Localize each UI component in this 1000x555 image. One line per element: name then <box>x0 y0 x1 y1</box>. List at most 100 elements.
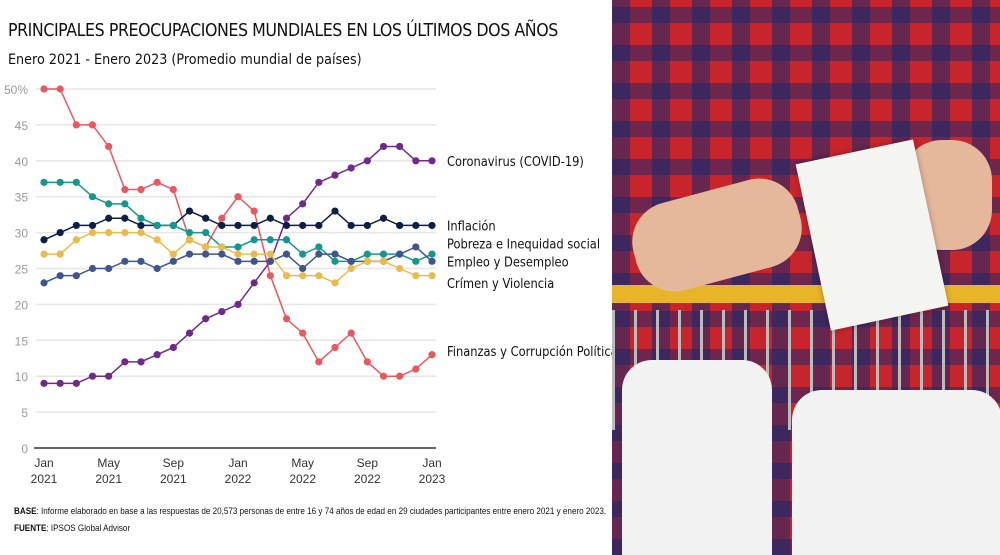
data-point <box>153 178 161 186</box>
data-point <box>218 250 226 258</box>
data-point <box>234 300 242 308</box>
data-point <box>202 315 210 323</box>
data-point <box>428 272 436 280</box>
data-point <box>137 229 145 237</box>
data-point <box>88 121 97 129</box>
data-point <box>105 200 113 208</box>
data-point <box>379 372 388 380</box>
data-point <box>363 221 371 230</box>
data-point <box>363 257 371 265</box>
data-point <box>331 257 339 265</box>
data-point <box>250 250 258 258</box>
hand-left <box>623 169 811 301</box>
data-point <box>40 279 48 287</box>
data-point <box>72 178 80 186</box>
data-point <box>363 358 371 366</box>
source-text: : IPSOS Global Advisor <box>46 523 131 533</box>
data-point <box>379 142 388 151</box>
data-point <box>282 236 291 244</box>
data-point <box>266 257 274 265</box>
series-label: Inflación <box>447 217 496 233</box>
data-point <box>137 221 145 230</box>
data-point <box>234 250 242 258</box>
data-point <box>56 250 64 258</box>
data-point <box>40 250 48 258</box>
base-note: BASE: Informe elaborado en base a las re… <box>14 506 606 516</box>
data-point <box>331 171 339 179</box>
base-text: : Informe elaborado en base a las respue… <box>36 506 607 516</box>
data-point <box>250 279 258 287</box>
data-point <box>331 343 339 352</box>
data-point <box>282 221 291 230</box>
data-point <box>218 243 226 251</box>
data-point <box>299 264 307 273</box>
series-label: Finanzas y Corrupción Política <box>447 343 612 359</box>
y-tick-label: 15 <box>15 334 29 348</box>
data-point <box>282 315 291 323</box>
data-point <box>331 279 339 287</box>
data-point <box>347 221 355 230</box>
data-point <box>202 243 210 251</box>
data-point <box>363 250 371 258</box>
data-point <box>379 257 388 265</box>
data-point <box>379 250 388 258</box>
data-point <box>153 351 161 359</box>
data-point <box>40 85 48 93</box>
data-point <box>56 85 64 93</box>
source-label: FUENTE <box>14 523 47 533</box>
data-point <box>428 250 436 258</box>
data-point <box>169 250 177 258</box>
x-tick-label: May <box>291 456 314 470</box>
series-label: Pobreza e Inequidad social <box>447 235 600 251</box>
data-point <box>137 214 145 222</box>
data-point <box>202 229 210 237</box>
data-point <box>412 157 420 165</box>
y-tick-label: 45 <box>15 119 29 133</box>
line-chart: 0 5 10 15 20 25 30 35 40 45 50% Jan 2021 May 2021 Sep 20… <box>4 83 612 486</box>
data-point <box>105 264 113 273</box>
series-label: Crímen y Violencia <box>447 275 554 291</box>
data-point <box>72 379 80 387</box>
data-point <box>218 307 226 316</box>
data-point <box>282 250 291 258</box>
data-point <box>105 229 113 237</box>
data-point <box>266 214 274 222</box>
data-point <box>412 243 420 251</box>
data-point <box>105 372 113 380</box>
data-point <box>250 257 258 265</box>
data-point <box>218 214 226 222</box>
data-point <box>234 193 242 201</box>
data-point <box>72 272 80 280</box>
data-point <box>347 164 355 172</box>
x-tick-label: 2022 <box>354 472 381 486</box>
data-point <box>202 250 210 258</box>
x-tick-label: Jan <box>34 456 53 470</box>
base-label: BASE <box>14 506 37 516</box>
shopping-receipt-photo <box>612 0 1000 555</box>
data-point <box>185 229 194 237</box>
data-point <box>299 272 307 280</box>
data-point <box>40 379 48 387</box>
data-point <box>121 200 129 208</box>
data-point <box>315 250 323 258</box>
data-point <box>299 221 307 230</box>
data-point <box>282 214 291 222</box>
data-point <box>56 272 64 280</box>
plastic-bag <box>622 360 772 555</box>
y-tick-label: 10 <box>15 370 29 384</box>
data-point <box>121 214 129 222</box>
chart-title: PRINCIPALES PREOCUPACIONES MUNDIALES EN … <box>8 20 558 41</box>
data-point <box>315 221 323 230</box>
data-point <box>347 264 355 273</box>
data-point <box>72 121 80 129</box>
data-point <box>412 272 420 280</box>
x-tick-label: 2022 <box>289 472 316 486</box>
data-point <box>379 214 388 222</box>
data-point <box>105 214 113 222</box>
series-label: Coronavirus (COVID-19) <box>447 153 584 169</box>
data-point <box>412 257 420 265</box>
data-point <box>396 264 404 273</box>
y-tick-label: 5 <box>21 406 28 420</box>
data-point <box>72 236 80 244</box>
data-point <box>185 207 194 215</box>
